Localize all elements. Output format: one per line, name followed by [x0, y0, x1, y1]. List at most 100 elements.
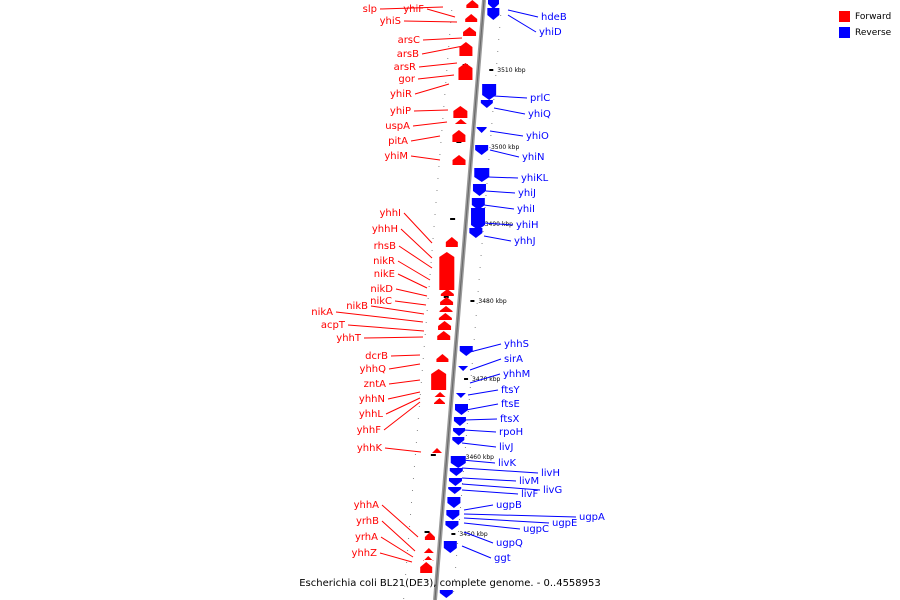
ruler-dot [456, 555, 458, 556]
reverse-gene-block [453, 428, 466, 436]
ruler-dot [475, 315, 477, 316]
ruler-dot [490, 135, 492, 136]
scale-tick [424, 531, 430, 533]
forward-gene-block [438, 321, 452, 330]
ruler-dot [491, 123, 493, 124]
scale-tick [464, 378, 469, 380]
ruler-dot [418, 406, 420, 407]
leader-line [381, 520, 416, 552]
reverse-gene-label-yhiKL: yhiKL [521, 173, 549, 184]
forward-gene-block [434, 392, 446, 397]
leader-line [461, 467, 539, 474]
reverse-gene-block [480, 100, 493, 108]
reverse-gene-label-livF: livF [521, 489, 538, 500]
ruler-dot [468, 399, 470, 400]
ruler-dot [436, 190, 438, 191]
leader-line [461, 442, 497, 448]
reverse-gene-label-prlC: prlC [530, 93, 550, 104]
ruler-dot [403, 598, 405, 599]
ruler-dot [467, 411, 469, 412]
ruler-dot [411, 502, 413, 503]
forward-gene-block [465, 14, 478, 22]
reverse-gene-label-yhiI: yhiI [517, 204, 535, 215]
leader-line [380, 536, 414, 558]
leader-line [463, 517, 550, 524]
forward-gene-label-yhhT: yhhT [336, 333, 362, 344]
ruler-dot [476, 303, 478, 304]
forward-gene-block [459, 42, 473, 56]
forward-gene-label-zntA: zntA [364, 379, 387, 390]
reverse-gene-block [447, 497, 461, 508]
ruler-dot [458, 531, 460, 532]
forward-gene-label-nikA: nikA [311, 307, 333, 318]
reverse-gene-label-ugpE: ugpE [552, 518, 577, 529]
reverse-gene-label-rpoH: rpoH [499, 427, 523, 438]
reverse-gene-block [443, 541, 457, 553]
reverse-gene-label-ugpB: ugpB [496, 500, 522, 511]
leader-line [379, 6, 444, 10]
leader-line [394, 300, 427, 306]
forward-gene-label-rhsB: rhsB [374, 241, 396, 252]
forward-gene-block [452, 155, 466, 165]
legend-forward-label: Forward [855, 11, 892, 22]
ruler-dot [461, 483, 463, 484]
ruler-dot [411, 490, 413, 491]
reverse-gene-block [449, 468, 463, 476]
leader-line [387, 391, 421, 400]
ruler-dot [440, 142, 442, 143]
leader-line [403, 20, 458, 23]
ruler-dot [412, 478, 414, 479]
leader-line [421, 45, 464, 55]
scale-tick [450, 218, 456, 220]
leader-line [483, 222, 514, 226]
ruler-dot [482, 231, 484, 232]
ruler-dot [414, 454, 416, 455]
legend-reverse: Reverse [839, 25, 891, 40]
ruler-dot [432, 238, 434, 239]
ruler-dot [417, 418, 419, 419]
leader-line [463, 504, 494, 511]
ruler-dot [428, 286, 430, 287]
leader-line [465, 403, 499, 411]
leader-line [463, 522, 521, 530]
reverse-gene-label-yhhM: yhhM [503, 369, 530, 380]
scale-tick [451, 533, 456, 535]
leader-line [410, 135, 441, 142]
leader-line [397, 260, 431, 281]
reverse-gene-label-ugpA: ugpA [579, 512, 605, 523]
ruler-dot [424, 334, 426, 335]
leader-line [463, 531, 494, 544]
ruler-dot [469, 387, 471, 388]
ruler-dot [488, 159, 490, 160]
reverse-gene-block [475, 145, 489, 155]
ruler-dot [478, 279, 480, 280]
ruler-dot [407, 550, 409, 551]
ruler-dot [465, 435, 467, 436]
ruler-dot [480, 255, 482, 256]
forward-gene-block [466, 0, 479, 8]
leader-line [507, 14, 537, 33]
reverse-gene-block [472, 184, 486, 196]
reverse-gene-block [476, 127, 487, 133]
forward-gene-label-yhhH: yhhH [372, 224, 398, 235]
ruler-dot [415, 442, 417, 443]
leader-line [335, 311, 424, 323]
forward-gene-block [440, 297, 454, 305]
forward-gene-label-dcrB: dcrB [365, 351, 388, 362]
reverse-gene-label-yhhS: yhhS [504, 339, 529, 350]
forward-gene-label-yhiS: yhiS [380, 16, 401, 27]
legend: Forward Reverse [839, 9, 891, 41]
ruler-dot [433, 226, 435, 227]
leader-line [381, 504, 419, 538]
ruler-dot [499, 27, 501, 28]
leader-line [489, 130, 524, 137]
forward-gene-block [454, 119, 467, 124]
ruler-dot [455, 567, 457, 568]
leader-line [383, 401, 421, 431]
leader-line [363, 336, 424, 339]
leader-line [483, 204, 515, 210]
reverse-gene-label-yhhJ: yhhJ [514, 236, 536, 247]
ruler-dot [470, 375, 472, 376]
reverse-gene-label-ugpQ: ugpQ [496, 538, 523, 549]
